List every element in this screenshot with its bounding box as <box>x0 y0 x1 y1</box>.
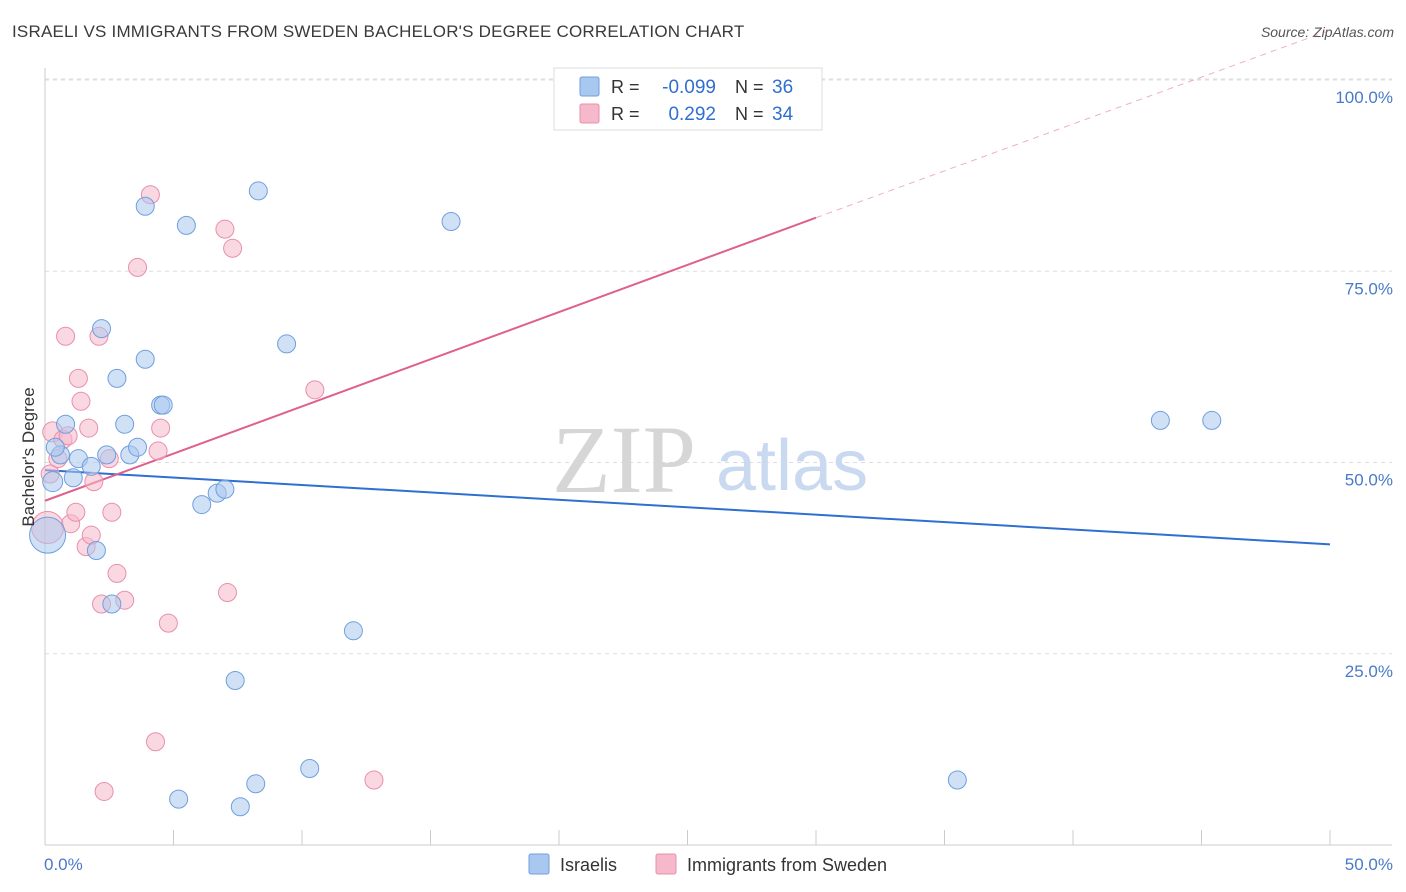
legend-n-value-israelis: 36 <box>772 77 793 98</box>
point-sweden-28 <box>217 583 237 603</box>
point-israelis-20 <box>176 215 196 235</box>
trend-line-sweden-extension <box>815 29 1331 219</box>
legend-swatch-sweden <box>579 103 600 124</box>
point-israelis-0 <box>29 516 67 554</box>
point-israelis-9 <box>97 445 117 465</box>
point-israelis-8 <box>92 319 112 339</box>
point-israelis-11 <box>107 368 127 388</box>
y-tick-label-100: 100.0% <box>1335 88 1393 107</box>
grid-lines <box>45 78 1392 655</box>
point-israelis-15 <box>135 349 155 369</box>
point-sweden-27 <box>215 219 235 239</box>
point-sweden-30 <box>305 380 325 400</box>
point-israelis-28 <box>277 334 297 354</box>
point-sweden-23 <box>146 732 166 752</box>
point-sweden-16 <box>94 781 114 801</box>
point-israelis-23 <box>215 479 235 499</box>
point-israelis-1 <box>42 471 64 493</box>
point-israelis-31 <box>441 212 461 232</box>
legend-r-label-sweden: R = <box>611 104 640 124</box>
point-israelis-19 <box>169 789 189 809</box>
trend-lines <box>44 29 1331 546</box>
point-israelis-32 <box>947 770 967 790</box>
point-israelis-25 <box>230 797 250 817</box>
watermark-zip: ZIP <box>552 406 696 513</box>
stats-legend: R = -0.099 N = 36 R = 0.292 N = 34 <box>553 67 823 131</box>
legend-r-value-sweden: 0.292 <box>668 104 716 125</box>
point-sweden-21 <box>128 257 148 277</box>
y-tick-label-25: 25.0% <box>1345 662 1393 681</box>
bottom-legend-swatch-sweden <box>655 853 677 875</box>
point-sweden-8 <box>68 368 88 388</box>
point-sweden-11 <box>79 418 99 438</box>
point-sweden-4 <box>56 326 76 346</box>
point-israelis-4 <box>63 468 83 488</box>
legend-r-label-israelis: R = <box>611 77 640 97</box>
legend-n-value-sweden: 34 <box>772 104 794 125</box>
point-israelis-30 <box>343 621 363 641</box>
point-israelis-12 <box>115 414 135 434</box>
point-israelis-10 <box>102 594 122 614</box>
point-israelis-27 <box>248 181 268 201</box>
watermark-atlas: atlas <box>716 426 868 506</box>
point-sweden-24 <box>148 441 168 461</box>
bottom-legend: Israelis Immigrants from Sweden <box>528 853 887 875</box>
point-israelis-35 <box>45 437 65 457</box>
point-israelis-21 <box>192 495 212 515</box>
bottom-legend-israelis: Israelis <box>560 855 617 875</box>
trend-line-sweden <box>44 216 817 502</box>
legend-r-value-israelis: -0.099 <box>662 77 716 98</box>
legend-swatch-israelis <box>579 76 600 97</box>
point-sweden-29 <box>223 238 243 258</box>
point-sweden-18 <box>102 502 122 522</box>
point-israelis-7 <box>86 540 106 560</box>
point-israelis-34 <box>1202 410 1222 430</box>
legend-n-label-sweden: N = <box>735 104 764 124</box>
point-israelis-6 <box>81 456 101 476</box>
data-points <box>29 70 1222 817</box>
point-sweden-9 <box>71 391 91 411</box>
source-label: Source: ZipAtlas.com <box>1260 24 1394 40</box>
point-israelis-26 <box>246 774 266 794</box>
bottom-legend-swatch-israelis <box>528 853 550 875</box>
chart-title: ISRAELI VS IMMIGRANTS FROM SWEDEN BACHEL… <box>12 22 745 41</box>
legend-n-label-israelis: N = <box>735 77 764 97</box>
y-tick-label-50: 50.0% <box>1345 471 1393 490</box>
y-axis-label: Bachelor's Degree <box>19 387 38 526</box>
bottom-legend-sweden: Immigrants from Sweden <box>687 855 887 875</box>
x-tick-label-max: 50.0% <box>1345 855 1393 874</box>
point-sweden-7 <box>66 502 86 522</box>
y-tick-label-75: 75.0% <box>1345 279 1393 298</box>
point-israelis-24 <box>225 671 245 691</box>
point-israelis-29 <box>300 759 320 778</box>
watermark: ZIP atlas <box>552 406 868 513</box>
point-israelis-14 <box>128 437 148 457</box>
point-israelis-18 <box>153 395 173 415</box>
x-tick-label-min: 0.0% <box>44 855 83 874</box>
trend-line-israelis <box>44 469 1331 546</box>
point-israelis-16 <box>135 196 155 216</box>
point-israelis-33 <box>1150 410 1170 430</box>
point-sweden-19 <box>107 563 127 583</box>
axes <box>44 68 1392 846</box>
tick-labels: 25.0% 50.0% 75.0% 100.0% 0.0% 50.0% <box>44 88 1393 874</box>
point-sweden-26 <box>158 613 178 633</box>
point-sweden-25 <box>151 418 171 438</box>
point-sweden-31 <box>364 770 384 790</box>
point-israelis-3 <box>56 414 76 434</box>
